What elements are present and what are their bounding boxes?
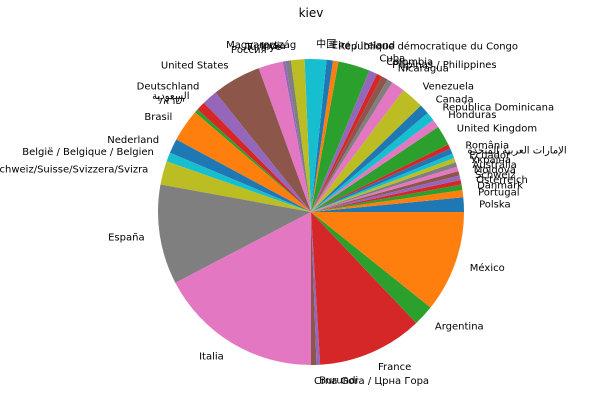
pie-label-42: France	[378, 362, 411, 373]
pie-slice-27	[285, 60, 311, 213]
pie-label-32: السعودية	[152, 91, 189, 102]
pie-slice-8	[311, 157, 456, 212]
pie-label-4: Schweiz	[475, 170, 516, 181]
pie-label-33: ישראל	[157, 96, 184, 107]
pie-slice-37	[160, 161, 311, 212]
pie-label-16: Venezuela	[423, 82, 474, 93]
pie-slice-15	[311, 105, 428, 212]
pie-label-7: Україна	[471, 155, 511, 166]
pie-slice-3	[311, 180, 462, 212]
pie-label-3: Österreich	[476, 173, 528, 186]
pie-label-12: United Kingdom	[457, 123, 537, 134]
pie-slice-6	[311, 166, 459, 212]
pie-label-1: Portugal	[478, 187, 519, 198]
pie-labels: PolskaPortugalDanmarkÖsterreichSchweizMo…	[0, 37, 567, 387]
pie-label-40: Crna Gora / Црна Гора	[314, 376, 429, 387]
pie-label-24: Éire / Ireland	[332, 39, 395, 52]
pie-slice-9	[311, 153, 455, 212]
pie-slice-19	[311, 76, 388, 212]
pie-slice-4	[311, 175, 461, 212]
pie-label-0: Polska	[479, 199, 511, 210]
pie-label-31: Deutschland	[137, 82, 200, 93]
pie-slice-38	[158, 184, 311, 283]
pie-label-20: Colombia	[386, 57, 433, 68]
pie-label-25: 中国	[316, 37, 336, 50]
pie-slice-44	[311, 212, 464, 308]
pie-slice-2	[311, 184, 463, 212]
pie-slice-20	[311, 73, 382, 212]
chart-title: kiev	[299, 6, 324, 20]
pie-label-38: España	[108, 233, 144, 244]
pie-slice-30	[215, 68, 311, 212]
pie-label-8: Ecuador	[469, 150, 511, 161]
pie-slice-7	[311, 162, 458, 212]
pie-slice-14	[311, 112, 434, 212]
pie-label-21: Cuba	[379, 54, 405, 65]
pie-label-10: România	[465, 140, 509, 152]
pie-label-5: Moldova	[474, 165, 516, 176]
pie-slice-39	[175, 212, 311, 365]
pie-slice-0	[311, 197, 464, 212]
pie-slices	[158, 59, 464, 365]
pie-label-19: Pilipinas / Philippines	[392, 60, 497, 71]
pie-slice-42	[311, 212, 417, 365]
pie-slice-13	[311, 120, 439, 212]
pie-slice-32	[197, 102, 311, 212]
pie-label-36: België / Belgique / Belgien	[22, 147, 154, 158]
pie-slice-28	[282, 61, 311, 212]
pie-slice-12	[311, 126, 449, 212]
pie-slice-22	[311, 61, 370, 212]
pie-slice-23	[311, 60, 339, 213]
pie-label-13: Honduras	[448, 110, 496, 121]
pie-label-28: Türkiye	[244, 42, 281, 53]
pie-slice-29	[258, 61, 311, 212]
pie-label-35: Nederland	[107, 135, 159, 146]
pie-label-9: الإمارات العربية المتحدة	[468, 146, 567, 157]
pie-slice-11	[311, 144, 451, 212]
pie-label-43: Argentina	[435, 321, 484, 332]
pie-slice-25	[304, 59, 327, 212]
pie-label-41: Burundi	[319, 376, 358, 387]
pie-label-44: México	[470, 262, 505, 274]
pie-label-15: Canada	[436, 94, 474, 105]
pie-label-27: India	[261, 41, 286, 52]
pie-slice-35	[169, 139, 311, 212]
pie-slice-36	[166, 152, 311, 212]
pie-slice-16	[311, 90, 421, 212]
pie-label-23: République démocratique du Congo	[338, 40, 518, 52]
pie-slice-21	[311, 70, 377, 212]
pie-slice-17	[311, 82, 404, 212]
pie-slice-5	[311, 171, 460, 212]
pie-slice-18	[311, 79, 393, 212]
pie-slice-34	[176, 112, 311, 212]
pie-label-30: United States	[161, 61, 229, 72]
pie-slice-40	[311, 212, 317, 365]
pie-label-39: Italia	[199, 351, 224, 362]
pie-label-29: Россия	[231, 45, 267, 56]
pie-label-6: Australia	[473, 160, 517, 171]
pie-slice-43	[311, 212, 431, 324]
pie-slice-31	[203, 92, 311, 212]
pie-label-18: Nicaragua	[398, 63, 449, 74]
pie-label-34: Brasil	[144, 112, 172, 123]
pie-label-37: Schweiz/Suisse/Svizzera/Svizra	[0, 164, 148, 175]
pie-slice-24	[311, 59, 334, 212]
pie-label-2: Danmark	[477, 180, 523, 191]
pie-label-14: República Dominicana	[443, 102, 555, 114]
pie-label-26: Magyarország	[226, 39, 296, 51]
pie-slice-41	[311, 212, 321, 365]
pie-slice-33	[194, 109, 311, 212]
pie-slice-26	[290, 59, 311, 212]
pie-slice-1	[311, 189, 464, 212]
pie-slice-10	[311, 148, 453, 212]
